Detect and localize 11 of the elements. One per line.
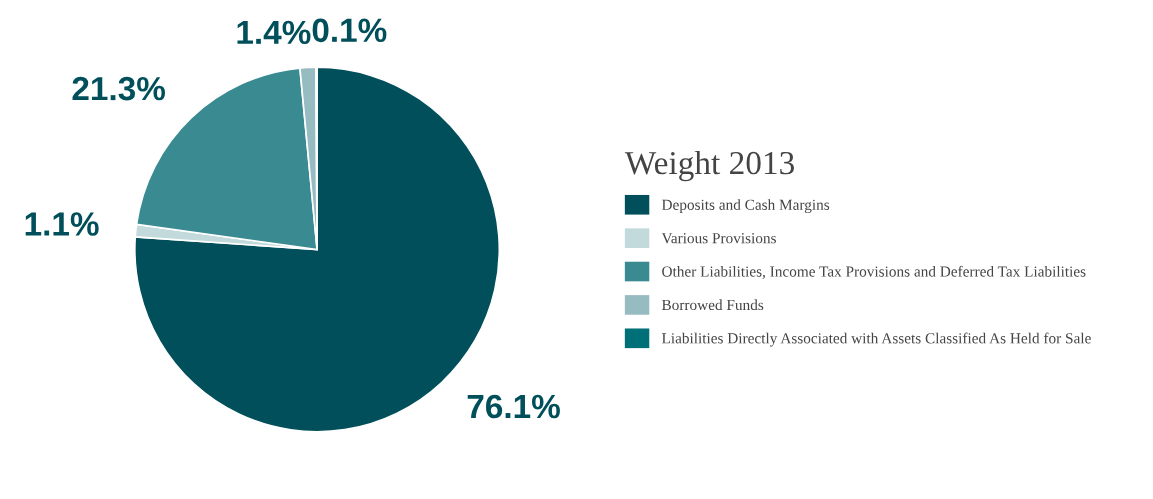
legend-label: Borrowed Funds <box>661 299 764 311</box>
data-label: 1.1% <box>25 212 99 236</box>
data-label: 1.4% <box>237 20 311 45</box>
data-label: 0.1% <box>312 18 387 43</box>
legend-label: Other Liabilities, Income Tax Provisions and Deferred Tax Liabilities <box>662 265 1086 279</box>
legend-label: Deposits and Cash Margins <box>661 199 830 214</box>
data-label: 76.1% <box>467 394 560 419</box>
data-label: 21.3% <box>72 76 165 101</box>
legend-label: Liabilities Directly Associated with Assets Classified As Held for Sale <box>661 332 1091 347</box>
legend-label: Various Provisions <box>661 233 776 244</box>
legend-title: Weight 2013 <box>624 150 794 182</box>
